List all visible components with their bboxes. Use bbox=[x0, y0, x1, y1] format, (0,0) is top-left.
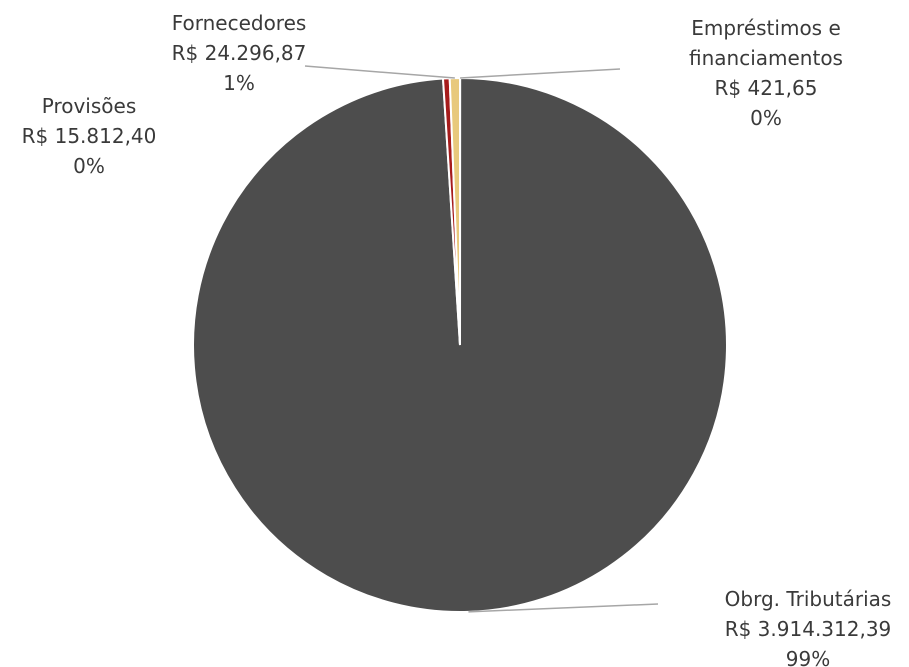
data-label-fornecedores: Fornecedores R$ 24.296,87 1% bbox=[172, 11, 307, 95]
data-label-provisoes: Provisões R$ 15.812,40 0% bbox=[22, 94, 157, 178]
data-label-emprestimos-e-financiamentos: Empréstimos e financiamentos R$ 421,65 0% bbox=[689, 16, 843, 130]
pie-slices bbox=[193, 78, 727, 612]
data-label-obrg-tributarias: Obrg. Tributárias R$ 3.914.312,39 99% bbox=[725, 587, 892, 667]
leader-line-emprestimos-e-financiamentos bbox=[460, 69, 620, 78]
leader-line-fornecedores bbox=[305, 66, 455, 78]
